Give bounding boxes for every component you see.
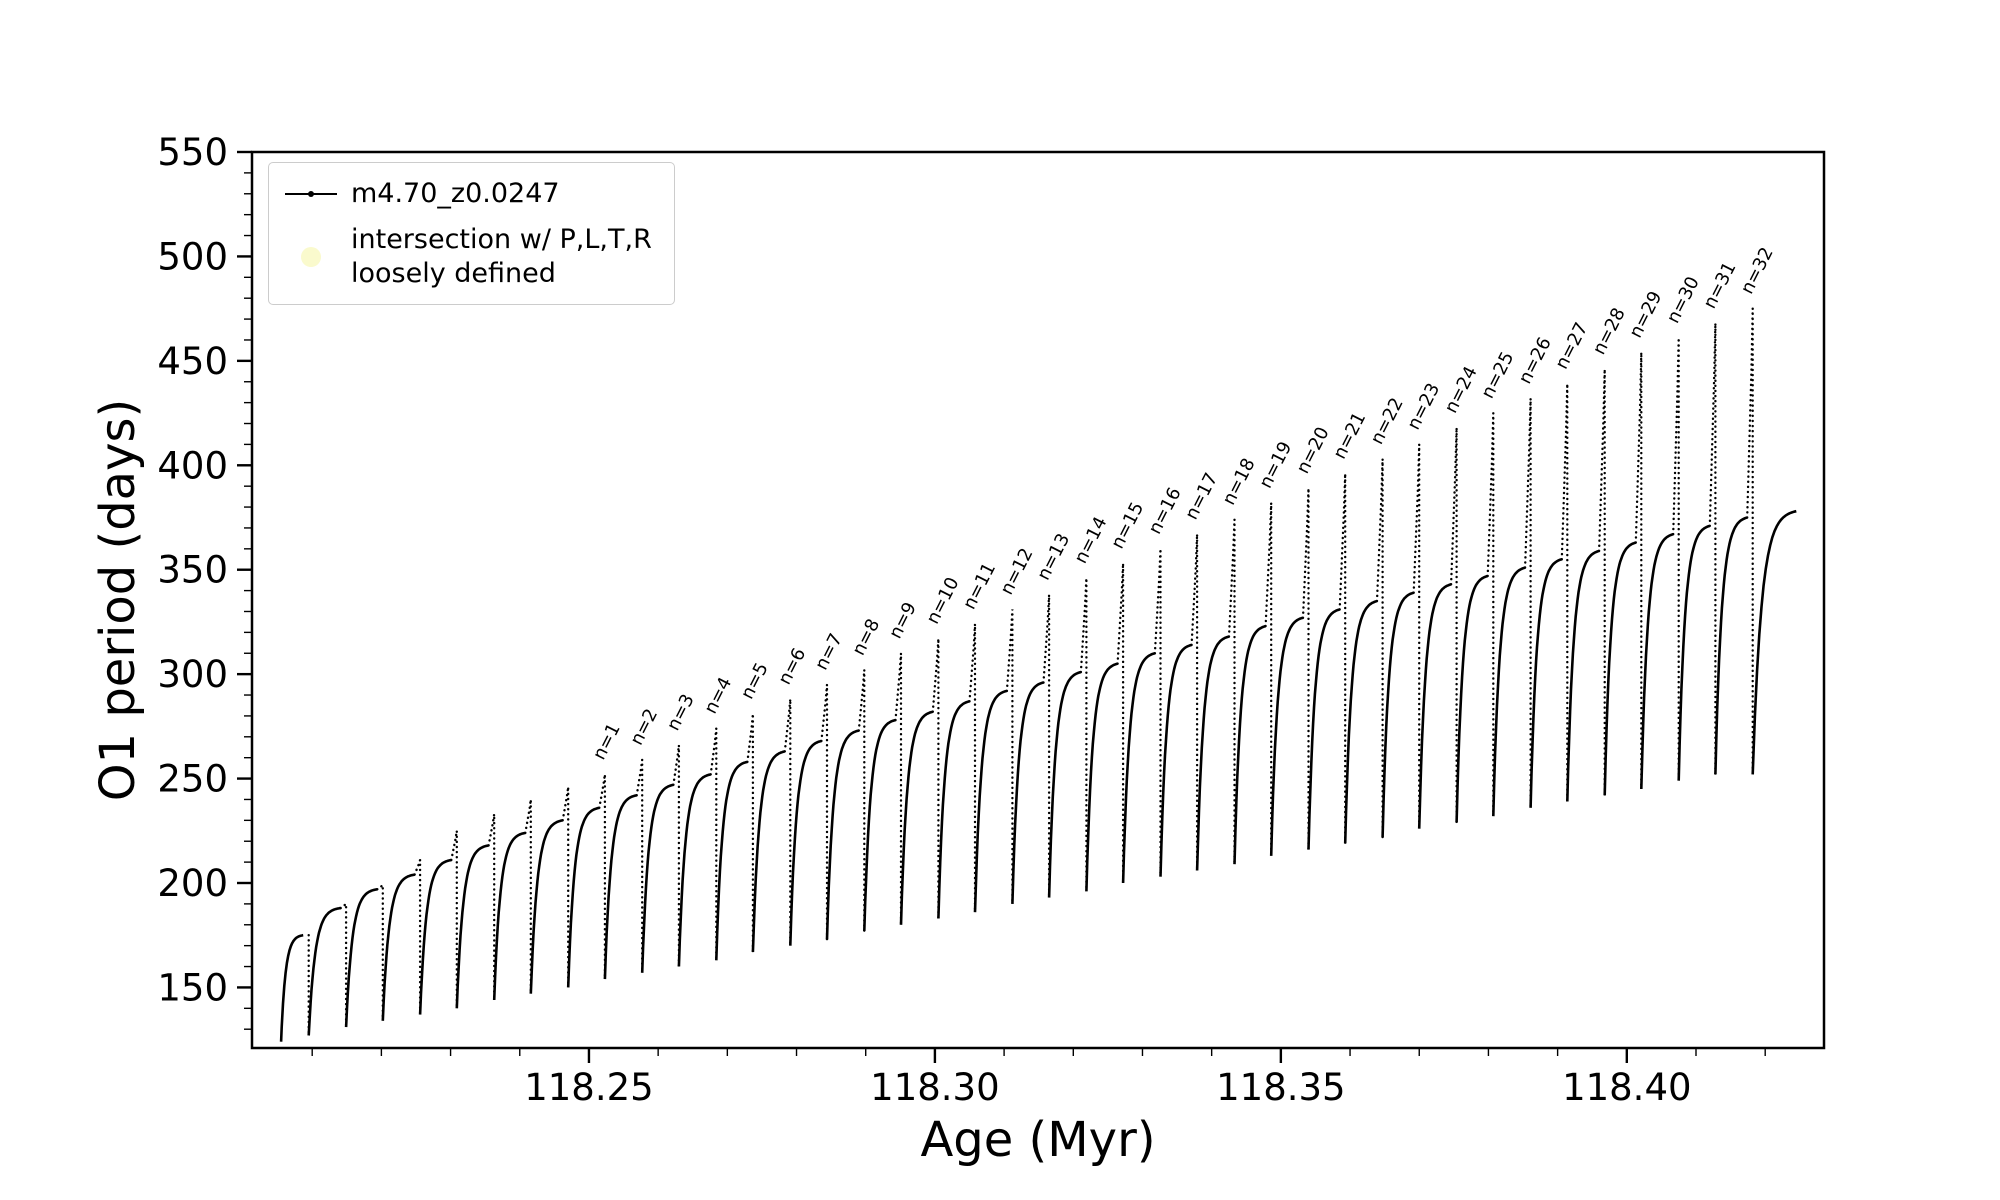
spike-label: n=14: [1070, 513, 1111, 567]
spike-label: n=13: [1033, 530, 1074, 584]
spike-label: n=20: [1292, 424, 1333, 478]
y-tick-label: 150: [157, 966, 228, 1009]
spike-label: n=18: [1218, 455, 1259, 509]
x-tick-label: 118.30: [870, 1066, 999, 1109]
legend-series-label: m4.70_z0.0247: [351, 178, 560, 209]
spike-label: n=15: [1107, 499, 1148, 553]
spike-label: n=1: [589, 720, 625, 763]
legend: m4.70_z0.0247 intersection w/ P,L,T,R lo…: [268, 162, 675, 306]
spike-label: n=30: [1663, 273, 1704, 327]
spike-label: n=2: [626, 705, 662, 748]
spike-label: n=26: [1515, 334, 1556, 388]
plot-frame: [250, 150, 1826, 1050]
x-tick-label: 118.25: [524, 1066, 653, 1109]
spike-label: n=4: [700, 674, 736, 717]
spike-label: n=5: [737, 659, 773, 702]
spike-label: n=19: [1255, 438, 1296, 492]
spike-label: n=10: [922, 574, 963, 628]
y-tick-label: 400: [157, 444, 228, 487]
spike-label: n=8: [848, 616, 884, 659]
spike-label: n=9: [885, 599, 921, 642]
spike-label: n=24: [1441, 363, 1482, 417]
spike-label: n=32: [1737, 244, 1778, 298]
y-tick-label: 200: [157, 862, 228, 905]
spike-label: n=23: [1403, 380, 1444, 434]
spike-label: n=28: [1589, 305, 1630, 359]
spike-label: n=31: [1699, 259, 1740, 313]
y-axis-label: O1 period (days): [90, 398, 146, 802]
y-tick-label: 450: [157, 340, 228, 383]
spike-label: n=21: [1329, 409, 1370, 463]
spike-label: n=6: [774, 645, 810, 688]
legend-entry-intersection: intersection w/ P,L,T,R loosely defined: [285, 223, 652, 291]
spike-label: n=16: [1144, 484, 1185, 538]
spike-label: n=22: [1367, 394, 1408, 448]
series-spikes-drops: [307, 308, 1754, 1037]
y-tick-label: 550: [157, 131, 228, 174]
spike-label: n=25: [1477, 348, 1518, 402]
x-axis-label: Age (Myr): [920, 1112, 1156, 1168]
line-dot-marker-icon: [285, 190, 337, 197]
legend-entry-series: m4.70_z0.0247: [285, 177, 652, 211]
y-tick-label: 250: [157, 758, 228, 801]
spike-label: n=7: [811, 630, 847, 673]
circle-marker-icon: [301, 246, 321, 267]
y-tick-label: 300: [157, 653, 228, 696]
y-tick-label: 500: [157, 235, 228, 278]
spike-label: n=27: [1551, 319, 1592, 373]
series-line: [279, 509, 1797, 1042]
spike-label: n=29: [1625, 288, 1666, 342]
spike-label: n=3: [663, 691, 699, 734]
x-tick-label: 118.35: [1216, 1066, 1345, 1109]
y-tick-label: 350: [157, 549, 228, 592]
x-tick-label: 118.40: [1562, 1066, 1691, 1109]
spike-label: n=11: [959, 559, 1000, 613]
legend-intersection-label: intersection w/ P,L,T,R loosely defined: [351, 223, 652, 289]
spike-label: n=17: [1181, 470, 1222, 524]
spike-label: n=12: [996, 545, 1037, 599]
